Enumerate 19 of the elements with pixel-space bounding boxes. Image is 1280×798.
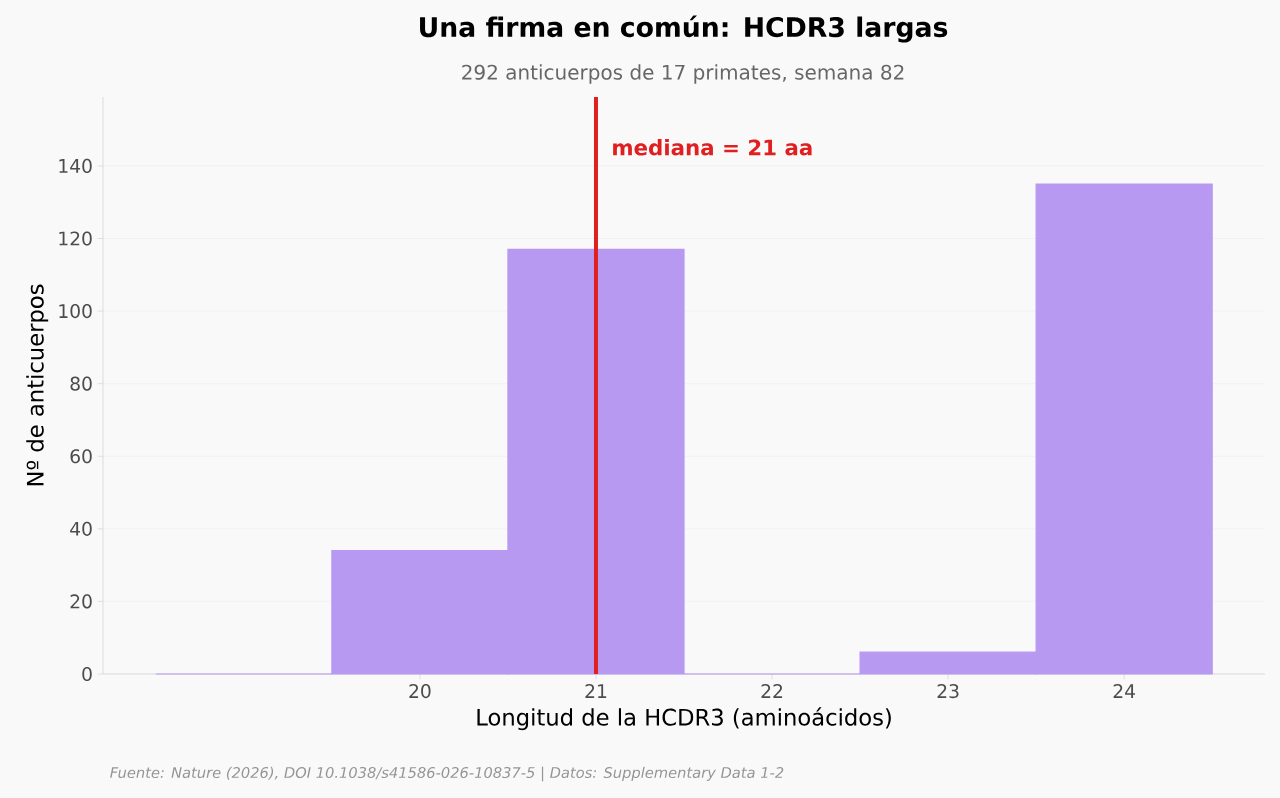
x-axis-title: Longitud de la HCDR3 (aminoácidos): [477, 707, 891, 731]
x-tick-label: 24: [1113, 684, 1135, 698]
y-tick-label: 40: [70, 521, 92, 536]
y-axis-title: Nº de anticuerpos: [26, 284, 49, 486]
y-tick-label: 20: [70, 594, 92, 609]
y-tick-label: 120: [59, 231, 92, 246]
x-tick-label: 21: [585, 684, 607, 698]
x-tick-label: 20: [409, 684, 431, 699]
x-tick-label: 22: [761, 684, 783, 698]
y-tick-label: 60: [70, 449, 92, 464]
chart-title: Una firma en común: HCDR3 largas: [420, 15, 948, 43]
y-tick-label: 100: [59, 304, 92, 319]
y-tick-label: 0: [82, 666, 92, 682]
chart-subtitle: 292 anticuerpos de 17 primates, semana 82: [462, 64, 904, 84]
source-note: Fuente: Nature (2026), DOI 10.1038/s41586-026-10837-5 | Datos: Supplementary Data 1-2: [110, 766, 784, 782]
ref-line-label: mediana = 21 aa: [613, 139, 812, 156]
x-tick-label: 23: [937, 684, 959, 699]
y-tick-label: 140: [59, 158, 92, 173]
y-tick-label: 80: [70, 376, 92, 391]
